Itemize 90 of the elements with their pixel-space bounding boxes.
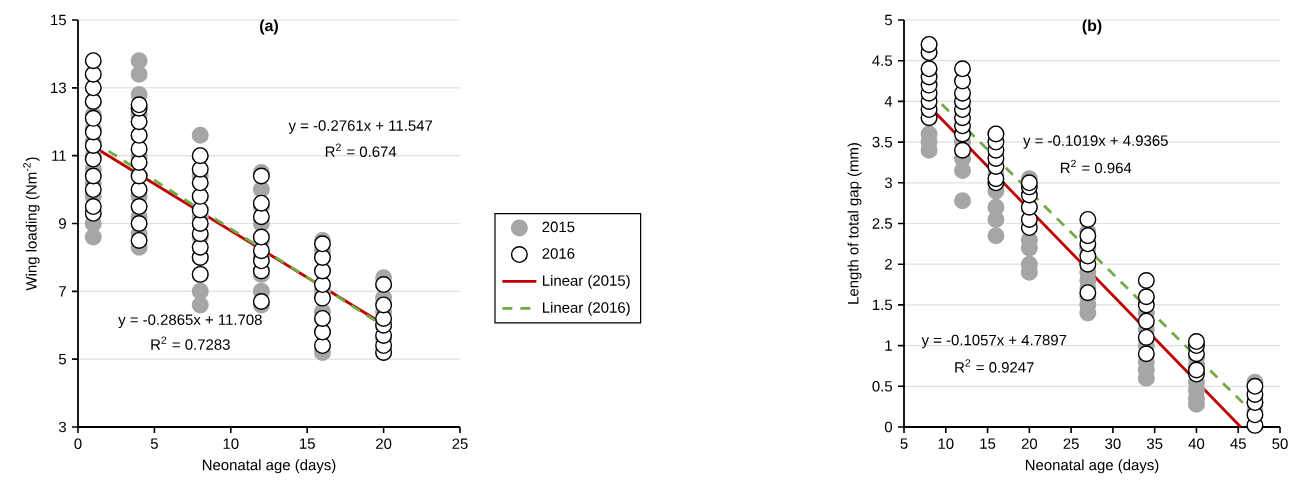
y-tick-label: 4.5 [872, 55, 893, 66]
y-tick-label: 7 [59, 286, 66, 297]
point [375, 309, 393, 327]
point [313, 337, 331, 355]
point [191, 282, 209, 300]
legend-label: 2015 [542, 221, 575, 233]
y-tick-label: 15 [51, 14, 66, 26]
point [313, 235, 331, 253]
legend-label: Linear (2016) [542, 301, 630, 316]
y-tick-label: 9 [59, 218, 66, 229]
point [1187, 333, 1205, 351]
chart-title: (b) [1082, 19, 1102, 35]
point [954, 60, 971, 78]
annotation: R$^{2}$ = 0.964 [1060, 159, 1132, 174]
x-tick-label: 0 [74, 438, 82, 449]
x-tick-label: 20 [376, 438, 392, 449]
point [191, 215, 209, 232]
point [84, 167, 102, 185]
y-tick-label: 3.5 [872, 136, 893, 148]
x-tick-label: 25 [452, 438, 468, 449]
y-tick-label: 4 [884, 96, 893, 107]
legend-label: 2016 [542, 248, 575, 259]
point [252, 194, 270, 212]
point [1079, 284, 1097, 302]
point [1020, 174, 1038, 192]
point [252, 242, 270, 260]
point [84, 198, 102, 216]
point [987, 227, 1005, 245]
point [1079, 210, 1097, 228]
x-tick-label: 10 [223, 438, 239, 449]
annotation: y = -0.2761x + 11.547 [288, 120, 433, 134]
annotation: y = -0.1057x + 4.7897 [921, 334, 1067, 349]
point [1079, 227, 1097, 245]
x-tick-label: 40 [1188, 438, 1205, 449]
point [130, 215, 148, 232]
legend-label: Linear (2015) [542, 274, 630, 289]
x-tick-label: 25 [1063, 438, 1079, 449]
y-tick-label: 1.5 [872, 299, 893, 311]
y-tick-label: 2 [885, 258, 892, 270]
y-tick-label: 5 [884, 14, 893, 26]
y-tick-label: 13 [51, 82, 66, 94]
x-tick-label: 15 [300, 438, 315, 449]
y-tick-label: 11 [52, 150, 66, 161]
x-tick-label: 5 [900, 438, 908, 449]
x-tick-label: 10 [938, 438, 954, 449]
point [1137, 345, 1155, 363]
annotation: y = -0.1019x + 4.9365 [1023, 135, 1168, 149]
point [130, 231, 148, 249]
y-tick-label: 3 [884, 177, 892, 189]
x-tick-label: 15 [980, 438, 996, 449]
point [191, 126, 209, 144]
y-tick-label: 0.5 [872, 381, 893, 392]
point [313, 248, 331, 266]
point [84, 181, 102, 199]
x-tick-label: 35 [1146, 438, 1163, 449]
point [1137, 312, 1155, 330]
point [954, 192, 971, 210]
y-tick-label: 5 [58, 353, 66, 365]
chart-title: (a) [260, 19, 278, 35]
x-tick-label: 20 [1021, 438, 1038, 449]
x-tick-label: 50 [1272, 438, 1288, 449]
x-tick-label: 30 [1105, 438, 1121, 449]
y-axis-title: Length of total gap (mm) [847, 143, 862, 304]
point [252, 208, 270, 226]
y-tick-label: 0 [884, 421, 893, 433]
y-tick-label: 2.5 [872, 218, 893, 229]
x-tick-label: 5 [150, 438, 158, 449]
point [313, 289, 331, 307]
point [1246, 377, 1264, 395]
y-tick-label: 3 [58, 421, 66, 433]
annotation: R$^{2}$ = 0.674 [325, 143, 397, 157]
point [130, 198, 148, 216]
point [130, 52, 148, 70]
point [954, 141, 971, 159]
point [313, 309, 331, 327]
annotation: R$^{2}$ = 0.9247 [955, 359, 1034, 373]
y-axis-title: Wing loading (Nm$^{-2}$) [23, 157, 40, 291]
point [130, 181, 148, 199]
x-axis-title: Neonatal age (days) [202, 459, 336, 474]
point [1137, 328, 1155, 346]
annotation: R$^{2}$ = 0.7283 [151, 336, 230, 350]
x-axis-title: Neonatal age (days) [1025, 459, 1159, 474]
annotation: y = -0.2865x + 11.708 [118, 314, 262, 328]
y-tick-label: 1 [885, 340, 892, 351]
x-tick-label: 45 [1230, 438, 1246, 449]
point [1187, 361, 1205, 379]
point [252, 293, 270, 310]
point [313, 276, 331, 294]
point [375, 296, 393, 314]
point [987, 198, 1005, 216]
